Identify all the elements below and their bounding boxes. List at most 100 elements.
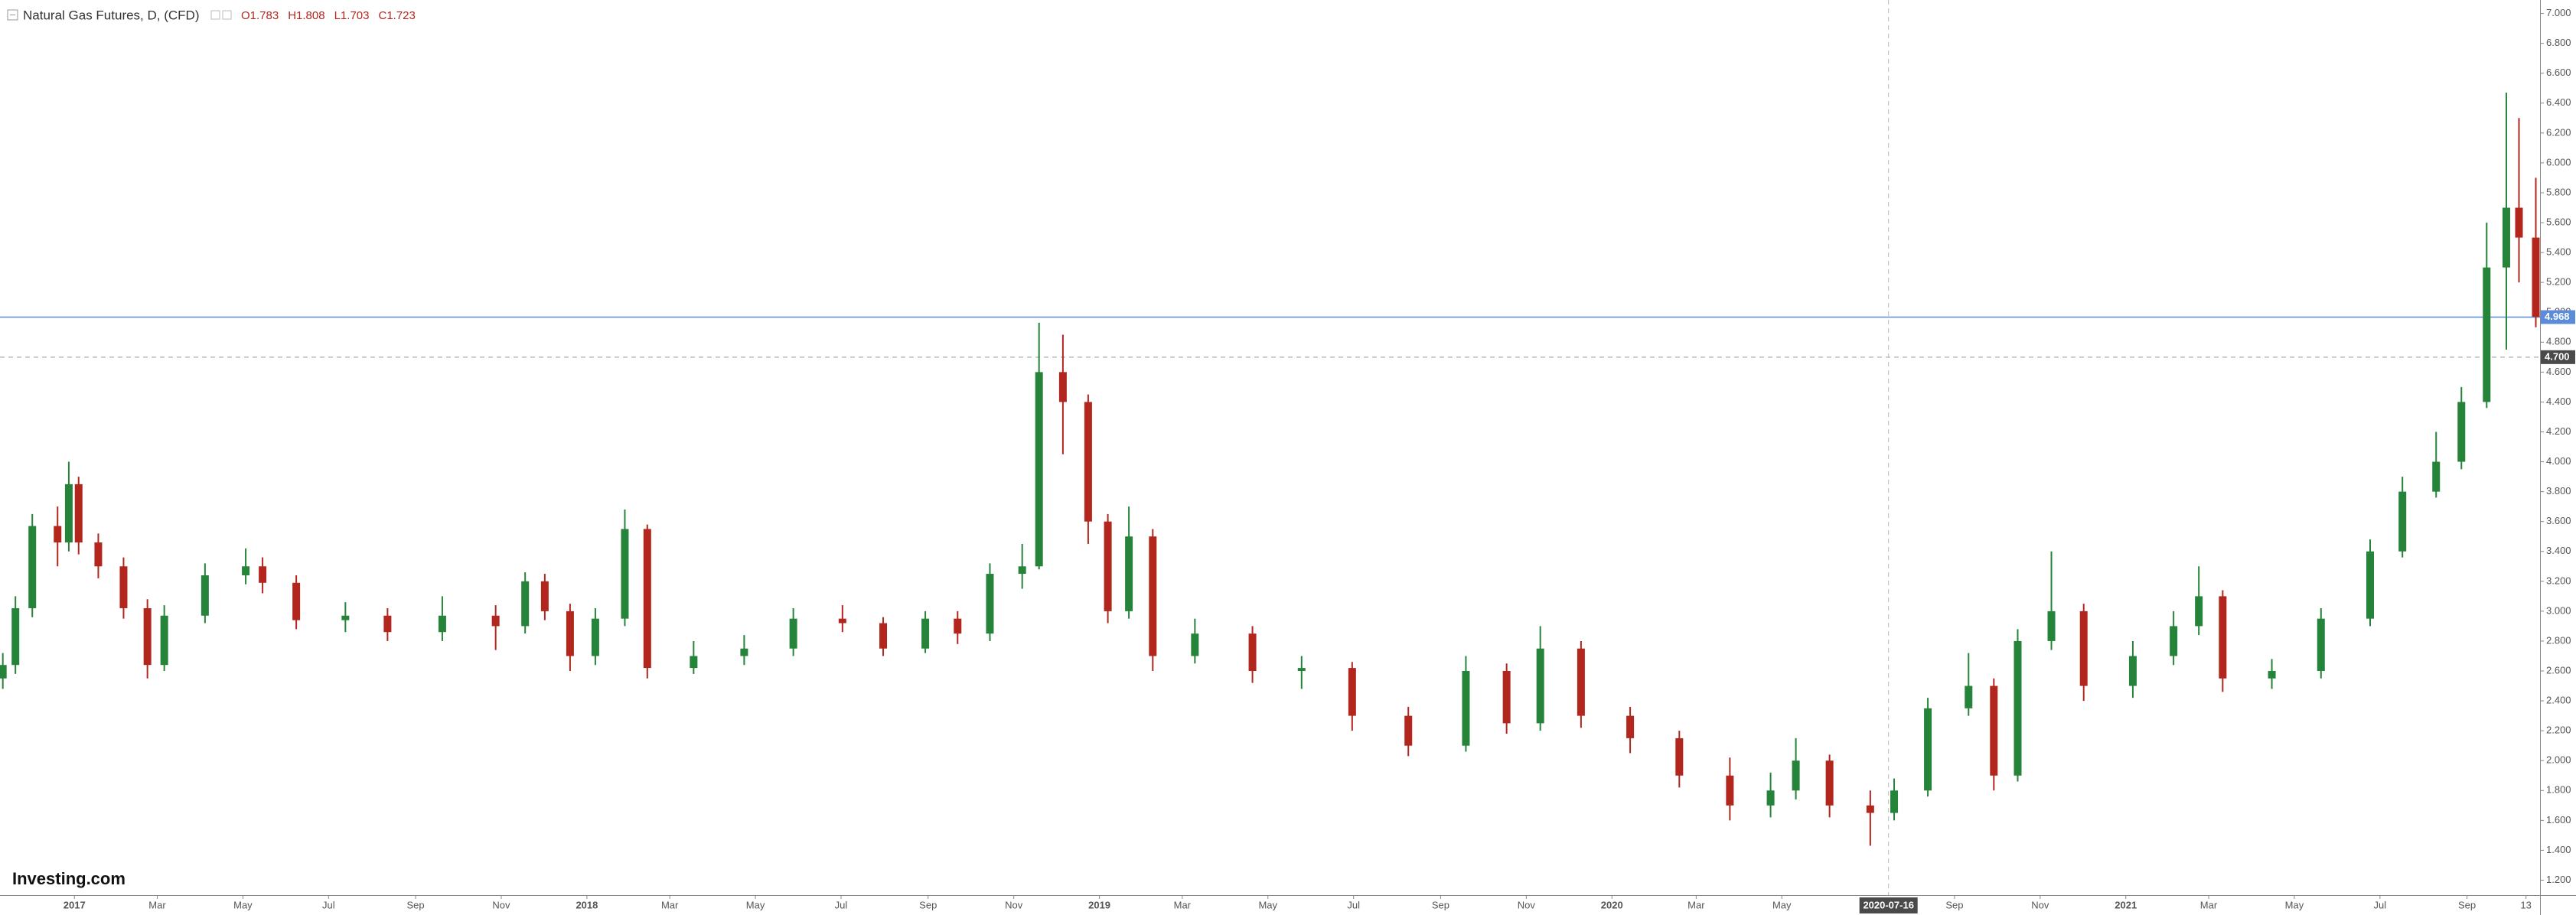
candle-body (986, 574, 994, 634)
y-tick-label: 4.200 (2546, 425, 2571, 437)
candle-body (1965, 685, 1973, 708)
y-tick-label: 1.400 (2546, 844, 2571, 855)
candle-body (2483, 267, 2491, 402)
candle-body (1890, 790, 1899, 813)
candle-body (1035, 372, 1043, 567)
x-tick-label: 2017 (64, 899, 86, 910)
x-tick-label: Sep (1432, 899, 1449, 910)
x-tick-label: Mar (1687, 899, 1705, 910)
y-tick-label: 2.200 (2546, 725, 2571, 736)
x-tick-label: Nov (2031, 899, 2049, 910)
settings-box[interactable] (222, 10, 232, 20)
x-tick-label: Sep (1945, 899, 1963, 910)
x-tick-label: 13 (2520, 899, 2531, 910)
ohlc-value: H1.808 (288, 9, 324, 22)
candle-body (2219, 596, 2227, 679)
candle-body (2532, 237, 2540, 317)
candle-body (621, 529, 629, 619)
date-badge-label: 2020-07-16 (1863, 899, 1914, 910)
candle-body (491, 615, 500, 627)
candle-body (690, 656, 698, 669)
x-tick-label: Mar (661, 899, 679, 910)
candle-body (2195, 596, 2203, 627)
candle-body (0, 665, 7, 679)
candle-body (2128, 656, 2137, 686)
candle-body (1577, 648, 1585, 716)
ohlc-readout: O1.783 H1.808 L1.703 C1.723 (241, 9, 416, 22)
x-tick-label: Mar (148, 899, 166, 910)
y-tick-label: 1.600 (2546, 814, 2571, 825)
candle-body (1125, 536, 1133, 611)
candle-body (2317, 618, 2325, 672)
date-badge (1859, 897, 1918, 913)
candle-body (292, 582, 301, 620)
candle-body (1675, 738, 1684, 776)
candle-body (259, 566, 267, 583)
y-tick-label: 3.400 (2546, 545, 2571, 556)
candle-body (643, 529, 651, 669)
x-tick-label: Nov (1005, 899, 1023, 910)
x-tick-label: May (1258, 899, 1277, 910)
candle-body (74, 484, 83, 543)
x-tick-label: Sep (919, 899, 937, 910)
candle-body (54, 526, 62, 543)
y-tick-label: 2.400 (2546, 695, 2571, 706)
candle-body (2047, 611, 2056, 641)
y-tick-label: 2.600 (2546, 664, 2571, 676)
x-tick-label: Nov (492, 899, 510, 910)
y-tick-label: 7.000 (2546, 7, 2571, 18)
x-tick-label: Mar (1174, 899, 1192, 910)
x-tick-label: Jul (1347, 899, 1360, 910)
candle-body (2432, 461, 2441, 492)
y-tick-label: 3.000 (2546, 604, 2571, 616)
candle-body (1924, 708, 1932, 791)
y-tick-label: 5.600 (2546, 216, 2571, 227)
x-tick-label: Jul (835, 899, 848, 910)
candle-body (94, 542, 103, 567)
price-badge (2541, 310, 2575, 324)
settings-box[interactable] (210, 10, 220, 20)
x-tick-label: May (233, 899, 253, 910)
ohlc-value: O1.783 (241, 9, 279, 22)
candle-body (28, 526, 37, 608)
candle-body (879, 623, 888, 649)
candle-body (2268, 671, 2276, 679)
y-tick-label: 4.400 (2546, 396, 2571, 407)
y-tick-label: 1.200 (2546, 874, 2571, 885)
x-tick-label: Mar (2200, 899, 2218, 910)
candle-body (2398, 491, 2407, 552)
y-tick-label: 6.600 (2546, 67, 2571, 78)
y-tick-label: 4.600 (2546, 366, 2571, 377)
price-badge (2541, 350, 2575, 364)
candle-body (119, 566, 128, 608)
candle-body (242, 566, 250, 576)
candle-body (954, 618, 962, 634)
candle-body (1536, 648, 1544, 724)
candle-body (1248, 633, 1257, 672)
candle-body (1058, 372, 1067, 402)
candle-body (1825, 760, 1834, 806)
candle-body (11, 607, 20, 666)
y-tick-label: 6.400 (2546, 96, 2571, 108)
candle-body (789, 618, 797, 649)
candle-body (438, 615, 446, 633)
y-tick-label: 3.600 (2546, 515, 2571, 526)
candle-body (143, 607, 152, 666)
y-tick-label: 4.800 (2546, 336, 2571, 347)
x-tick-label: May (1772, 899, 1792, 910)
x-tick-label: Sep (407, 899, 425, 910)
candle-body (1149, 536, 1157, 656)
candle-body (1990, 685, 1998, 776)
x-tick-label: Nov (1518, 899, 1536, 910)
candle-body (201, 575, 209, 616)
collapse-button[interactable] (7, 9, 18, 21)
candle-body (1297, 668, 1306, 672)
y-tick-label: 2.800 (2546, 634, 2571, 646)
candle-body (1084, 402, 1092, 522)
y-tick-label: 6.000 (2546, 156, 2571, 168)
x-tick-label: Sep (2458, 899, 2476, 910)
candle-body (1626, 715, 1635, 738)
